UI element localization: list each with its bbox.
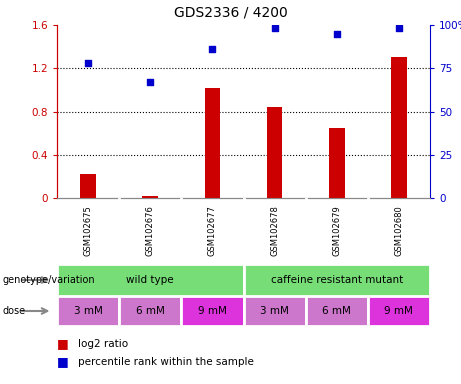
Text: GSM102676: GSM102676 bbox=[146, 205, 155, 257]
Point bbox=[333, 31, 340, 37]
Bar bbox=[80, 174, 96, 198]
Text: GSM102675: GSM102675 bbox=[83, 205, 93, 257]
Bar bbox=[267, 107, 282, 198]
Bar bbox=[391, 58, 407, 198]
Point bbox=[147, 79, 154, 85]
Bar bbox=[306, 296, 368, 326]
Text: dose: dose bbox=[2, 306, 25, 316]
Text: 3 mM: 3 mM bbox=[260, 306, 289, 316]
Bar bbox=[142, 196, 158, 198]
Bar bbox=[57, 264, 243, 296]
Text: GSM102678: GSM102678 bbox=[270, 205, 279, 257]
Text: caffeine resistant mutant: caffeine resistant mutant bbox=[271, 275, 403, 285]
Text: ■: ■ bbox=[57, 338, 69, 351]
Bar bbox=[119, 296, 181, 326]
Text: ■: ■ bbox=[57, 356, 69, 369]
Text: percentile rank within the sample: percentile rank within the sample bbox=[78, 357, 254, 367]
Point bbox=[84, 60, 92, 66]
Bar bbox=[57, 296, 119, 326]
Text: log2 ratio: log2 ratio bbox=[78, 339, 128, 349]
Bar bbox=[243, 264, 430, 296]
Bar bbox=[243, 296, 306, 326]
Bar bbox=[205, 88, 220, 198]
Point bbox=[209, 46, 216, 52]
Bar bbox=[181, 296, 243, 326]
Text: GSM102679: GSM102679 bbox=[332, 205, 341, 257]
Text: genotype/variation: genotype/variation bbox=[2, 275, 95, 285]
Text: 9 mM: 9 mM bbox=[384, 306, 414, 316]
Text: 6 mM: 6 mM bbox=[136, 306, 165, 316]
Point bbox=[395, 25, 402, 31]
Text: wild type: wild type bbox=[126, 275, 174, 285]
Point bbox=[271, 25, 278, 31]
Text: GSM102677: GSM102677 bbox=[208, 205, 217, 257]
Text: 9 mM: 9 mM bbox=[198, 306, 227, 316]
Text: 6 mM: 6 mM bbox=[322, 306, 351, 316]
Bar bbox=[368, 296, 430, 326]
Bar bbox=[329, 128, 344, 198]
Text: GSM102680: GSM102680 bbox=[395, 205, 403, 257]
Text: 3 mM: 3 mM bbox=[74, 306, 102, 316]
Text: GDS2336 / 4200: GDS2336 / 4200 bbox=[174, 5, 287, 19]
